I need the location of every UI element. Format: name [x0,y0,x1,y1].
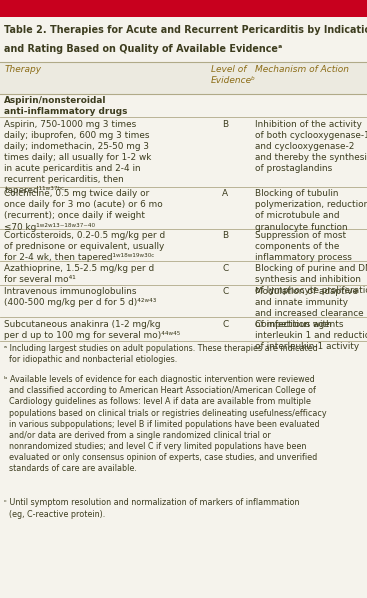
Text: Inhibition of the activity
of both cyclooxygenase-1
and cyclooxygenase-2
and the: Inhibition of the activity of both cyclo… [255,120,367,173]
Text: ᵇ Available levels of evidence for each diagnostic intervention were reviewed
  : ᵇ Available levels of evidence for each … [4,376,327,473]
Text: Suppression of most
components of the
inflammatory process: Suppression of most components of the in… [255,231,352,263]
Text: Level of
Evidenceᵇ: Level of Evidenceᵇ [211,65,256,85]
Text: Modulation of adaptive
and innate immunity
and increased clearance
of infectious: Modulation of adaptive and innate immuni… [255,287,364,329]
Text: C: C [222,319,228,329]
Text: Table 2. Therapies for Acute and Recurrent Pericarditis by Indication: Table 2. Therapies for Acute and Recurre… [4,25,367,35]
Bar [0,318,367,341]
Text: ᶜ Until symptom resolution and normalization of markers of inflammation
  (eg, C: ᶜ Until symptom resolution and normaliza… [4,499,300,518]
Bar [0,285,367,318]
Text: Aspirin/nonsteroidal
anti-inflammatory drugs: Aspirin/nonsteroidal anti-inflammatory d… [4,96,128,117]
Bar [0,94,367,117]
Text: Therapy: Therapy [4,65,41,74]
Bar [0,117,367,187]
Text: B: B [222,120,228,129]
Bar [0,187,367,229]
Text: C: C [222,264,228,273]
Text: C: C [222,287,228,296]
Bar [0,62,367,94]
Text: Competition with
interleukin 1 and reduction
of interleukin-1 activity: Competition with interleukin 1 and reduc… [255,319,367,351]
Text: Azathioprine, 1.5-2.5 mg/kg per d
for several mo⁴¹: Azathioprine, 1.5-2.5 mg/kg per d for se… [4,264,155,284]
Text: Colchicine, 0.5 mg twice daily or
once daily for 3 mo (acute) or 6 mo
(recurrent: Colchicine, 0.5 mg twice daily or once d… [4,189,163,231]
Text: Subcutaneous anakinra (1-2 mg/kg
per d up to 100 mg for several mo)⁴⁴ʷ⁴⁵: Subcutaneous anakinra (1-2 mg/kg per d u… [4,319,181,340]
Text: Aspirin, 750-1000 mg 3 times
daily; ibuprofen, 600 mg 3 times
daily; indomethaci: Aspirin, 750-1000 mg 3 times daily; ibup… [4,120,152,195]
Text: B: B [222,231,228,240]
Text: A: A [222,189,228,199]
Text: ᵃ Including largest studies on adult populations. These therapies are indicated
: ᵃ Including largest studies on adult pop… [4,344,318,364]
Bar [0,229,367,261]
Text: Intravenous immunoglobulins
(400-500 mg/kg per d for 5 d)⁴²ʷ⁴³: Intravenous immunoglobulins (400-500 mg/… [4,287,157,307]
Bar [0,0,367,17]
Text: Mechanism of Action: Mechanism of Action [255,65,349,74]
Text: Corticosteroids, 0.2-0.5 mg/kg per d
of prednisone or equivalent, usually
for 2-: Corticosteroids, 0.2-0.5 mg/kg per d of … [4,231,166,263]
Bar [0,261,367,285]
Text: Blocking of purine and DNA
synthesis and inhibition
of lymphocyte proliferation: Blocking of purine and DNA synthesis and… [255,264,367,295]
Text: and Rating Based on Quality of Available Evidenceᵃ: and Rating Based on Quality of Available… [4,44,283,54]
Text: Blocking of tubulin
polymerization, reduction
of microtubule and
granulocyte fun: Blocking of tubulin polymerization, redu… [255,189,367,231]
